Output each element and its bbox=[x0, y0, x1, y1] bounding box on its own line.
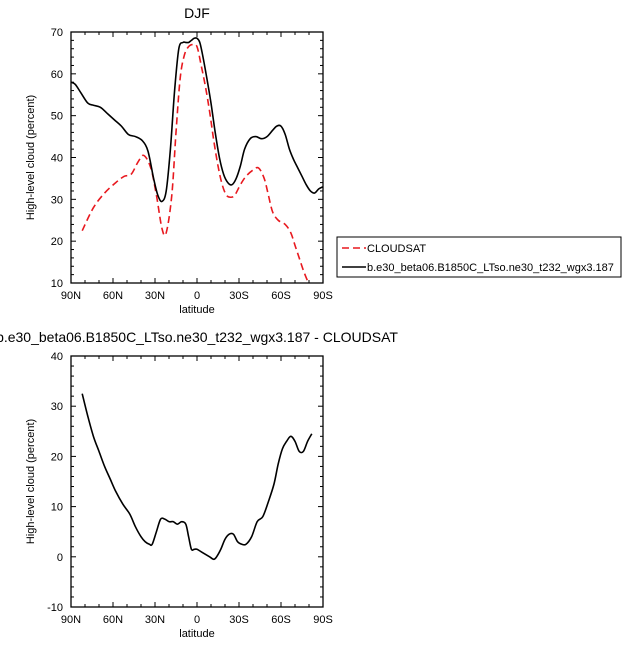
x-tick-label: 0 bbox=[194, 290, 200, 302]
y-tick-label: 50 bbox=[51, 111, 63, 123]
chart-panel-2: 90N 60N 30N 0 30S 60S 90S -10 0 10 20 30 40 latitude H… bbox=[0, 329, 398, 640]
series-line-cloudsat bbox=[81, 43, 310, 283]
chart-panel-1: 90N 60N 30N 0 30S 60S 90S 10 20 30 40 50 60 70 latitud… bbox=[25, 5, 622, 316]
x-tick-label: 90S bbox=[313, 614, 333, 626]
y-tick-label: 70 bbox=[51, 27, 63, 39]
y-tick-label: 10 bbox=[51, 502, 63, 514]
y-tick-label: 30 bbox=[51, 401, 63, 413]
chart-title: DJF bbox=[184, 5, 210, 21]
y-axis-title: High-level cloud (percent) bbox=[25, 419, 37, 544]
x-tick-label: 90N bbox=[61, 290, 81, 302]
plot-frame bbox=[70, 31, 324, 284]
legend-label-1: CLOUDSAT bbox=[367, 243, 426, 255]
x-tick-label: 60S bbox=[271, 614, 291, 626]
y-axis-title: High-level cloud (percent) bbox=[25, 95, 37, 220]
x-tick-label: 30N bbox=[145, 290, 165, 302]
x-axis-title: latitude bbox=[179, 304, 214, 316]
y-tick-label: 60 bbox=[51, 69, 63, 81]
x-tick-label: 60N bbox=[103, 614, 123, 626]
legend-label-2: b.e30_beta06.B1850C_LTso.ne30_t232_wgx3.… bbox=[367, 262, 614, 274]
x-tick-label: 30N bbox=[145, 614, 165, 626]
y-tick-label: 40 bbox=[51, 351, 63, 363]
x-tick-label: 90N bbox=[61, 614, 81, 626]
x-tick-label: 90S bbox=[313, 290, 333, 302]
x-tick-label: 30S bbox=[229, 614, 249, 626]
y-tick-label: -10 bbox=[47, 602, 63, 614]
x-tick-label: 60S bbox=[271, 290, 291, 302]
y-tick-label: 20 bbox=[51, 451, 63, 463]
y-tick-label: 10 bbox=[51, 278, 63, 290]
x-tick-label: 60N bbox=[103, 290, 123, 302]
x-axis-title: latitude bbox=[179, 628, 214, 640]
x-tick-label: 0 bbox=[194, 614, 200, 626]
y-tick-label: 40 bbox=[51, 153, 63, 165]
y-tick-label: 30 bbox=[51, 194, 63, 206]
plot-frame bbox=[70, 355, 324, 608]
y-tick-label: 20 bbox=[51, 236, 63, 248]
legend: CLOUDSAT b.e30_beta06.B1850C_LTso.ne30_t2… bbox=[336, 236, 622, 278]
series-line-difference bbox=[81, 393, 313, 561]
series-line-b-e30-beta06-b1850c-ltso-ne30-t232-wgx3- bbox=[71, 37, 323, 203]
chart-title: b.e30_beta06.B1850C_LTso.ne30_t232_wgx3.… bbox=[0, 329, 398, 345]
x-tick-label: 30S bbox=[229, 290, 249, 302]
legend-box bbox=[336, 236, 622, 278]
y-tick-label: 0 bbox=[57, 552, 63, 564]
